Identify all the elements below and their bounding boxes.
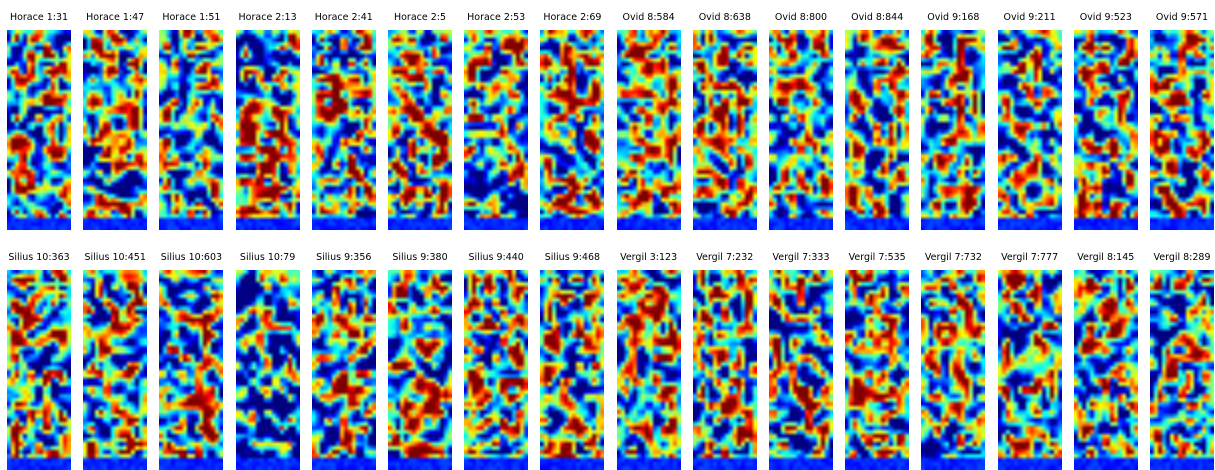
- panel-title: Ovid 8:800: [774, 12, 828, 23]
- heatmap-image: [997, 30, 1062, 230]
- heatmap-panel: Silius 9:380: [388, 252, 452, 470]
- panel-title: Horace 2:13: [238, 12, 297, 23]
- panel-title: Vergil 3:123: [620, 252, 678, 263]
- panel-title: Vergil 7:535: [848, 252, 906, 263]
- panel-title: Vergil 7:777: [1001, 252, 1059, 263]
- heatmap-image: [540, 30, 605, 230]
- heatmap-image: [921, 270, 986, 470]
- heatmap-image: [464, 30, 529, 230]
- panel-title: Ovid 9:571: [1155, 12, 1209, 23]
- panel-title: Silius 9:468: [544, 252, 601, 263]
- heatmap-panel: Ovid 9:571: [1150, 12, 1214, 230]
- heatmap-image: [464, 270, 529, 470]
- heatmap-image: [311, 270, 376, 470]
- heatmap-panel: Ovid 9:523: [1073, 12, 1138, 230]
- heatmap-panel: Silius 9:356: [311, 252, 376, 470]
- heatmap-panel: Vergil 7:535: [845, 252, 910, 470]
- heatmap-image: [1073, 30, 1138, 230]
- panel-title: Vergil 7:333: [772, 252, 830, 263]
- heatmap-image: [159, 30, 224, 230]
- panel-title: Ovid 8:584: [622, 12, 675, 23]
- heatmap-panel: Silius 10:603: [159, 252, 224, 470]
- heatmap-image: [692, 270, 757, 470]
- panel-title: Horace 2:5: [393, 12, 447, 23]
- heatmap-image: [540, 270, 605, 470]
- panel-title: Vergil 8:145: [1077, 252, 1135, 263]
- heatmap-panel: Ovid 8:584: [616, 12, 681, 230]
- panel-title: Silius 10:363: [8, 252, 70, 263]
- heatmap-panel: Ovid 8:638: [692, 12, 757, 230]
- heatmap-panel: Horace 2:69: [540, 12, 605, 230]
- heatmap-panel: Silius 9:468: [540, 252, 605, 470]
- panel-title: Vergil 8:289: [1153, 252, 1211, 263]
- panel-title: Silius 10:79: [239, 252, 296, 263]
- heatmap-image: [769, 30, 833, 230]
- heatmap-panel: Silius 9:440: [464, 252, 529, 470]
- panel-title: Ovid 8:638: [698, 12, 751, 23]
- panel-title: Silius 9:380: [392, 252, 448, 263]
- heatmap-image: [1073, 270, 1138, 470]
- panel-title: Ovid 8:844: [851, 12, 904, 23]
- heatmap-image: [235, 270, 300, 470]
- heatmap-image: [235, 30, 300, 230]
- panel-title: Ovid 9:523: [1079, 12, 1132, 23]
- heatmap-panel: Vergil 7:333: [769, 252, 833, 470]
- heatmap-panel: Ovid 9:211: [997, 12, 1062, 230]
- panel-title: Silius 9:440: [468, 252, 524, 263]
- heatmap-panel: Horace 2:13: [235, 12, 300, 230]
- panel-title: Horace 1:47: [86, 12, 145, 23]
- heatmap-panel: Ovid 8:844: [845, 12, 910, 230]
- heatmap-image: [388, 270, 452, 470]
- heatmap-image: [845, 30, 910, 230]
- heatmap-panel: Vergil 7:732: [921, 252, 986, 470]
- panel-title: Horace 2:69: [543, 12, 602, 23]
- panel-title: Horace 1:51: [162, 12, 221, 23]
- heatmap-image: [997, 270, 1062, 470]
- heatmap-panel: Ovid 8:800: [769, 12, 833, 230]
- panel-title: Silius 9:356: [316, 252, 372, 263]
- heatmap-image: [616, 270, 681, 470]
- heatmap-panel: Vergil 3:123: [616, 252, 681, 470]
- heatmap-image: [7, 30, 71, 230]
- heatmap-panel: Horace 2:53: [464, 12, 529, 230]
- heatmap-panel: Horace 1:51: [159, 12, 224, 230]
- heatmap-image: [83, 30, 148, 230]
- heatmap-image: [769, 270, 833, 470]
- panel-title: Ovid 9:168: [927, 12, 980, 23]
- heatmap-image: [311, 30, 376, 230]
- panel-title: Vergil 7:732: [924, 252, 982, 263]
- heatmap-image: [921, 30, 986, 230]
- panel-title: Silius 10:451: [84, 252, 146, 263]
- heatmap-panel: Silius 10:363: [7, 252, 71, 470]
- heatmap-panel: Vergil 7:777: [997, 252, 1062, 470]
- heatmap-panel: Horace 1:47: [83, 12, 148, 230]
- heatmap-panel: Silius 10:79: [235, 252, 300, 470]
- panel-title: Horace 1:31: [9, 12, 69, 23]
- panel-title: Silius 10:603: [160, 252, 223, 263]
- panel-title: Vergil 7:232: [696, 252, 754, 263]
- heatmap-panel: Vergil 8:289: [1150, 252, 1214, 470]
- heatmap-image: [1150, 30, 1214, 230]
- panel-title: Horace 2:53: [467, 12, 526, 23]
- heatmap-image: [845, 270, 910, 470]
- heatmap-image: [1150, 270, 1214, 470]
- heatmap-panel: Ovid 9:168: [921, 12, 986, 230]
- heatmap-image: [388, 30, 452, 230]
- heatmap-image: [83, 270, 148, 470]
- panel-title: Ovid 9:211: [1003, 12, 1056, 23]
- heatmap-panel: Horace 2:41: [311, 12, 376, 230]
- heatmap-panel: Horace 2:5: [388, 12, 452, 230]
- heatmap-panel: Vergil 7:232: [692, 252, 757, 470]
- heatmap-image: [616, 30, 681, 230]
- panel-title: Horace 2:41: [314, 12, 373, 23]
- heatmap-image: [692, 30, 757, 230]
- heatmap-image: [7, 270, 71, 470]
- heatmap-image: [159, 270, 224, 470]
- heatmap-panel: Horace 1:31: [7, 12, 71, 230]
- heatmap-panel: Vergil 8:145: [1073, 252, 1138, 470]
- heatmap-panel: Silius 10:451: [83, 252, 148, 470]
